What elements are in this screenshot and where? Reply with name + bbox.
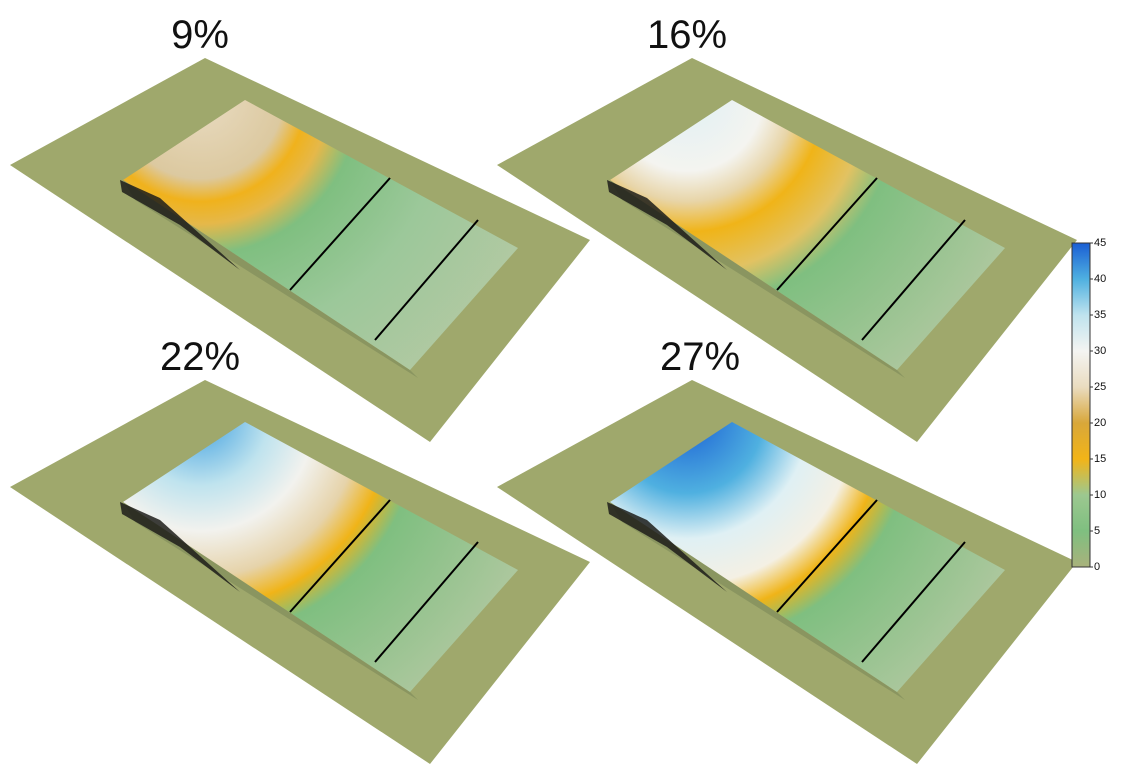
colorbar-tick-label: 30 [1094,345,1106,357]
colorbar-tick-label: 0 [1094,561,1100,573]
slab [610,422,1005,692]
colorbar-tick-label: 25 [1094,381,1106,393]
slab-side [120,180,240,270]
slab-shadow [610,502,905,700]
panel: 16% [497,13,1077,442]
section-line [776,499,878,613]
colorbar-tick-label: 5 [1094,525,1100,537]
panel-title: 27% [660,335,740,379]
colorbar-tick-label: 35 [1094,309,1106,321]
panel-title: 9% [171,13,229,57]
panel: 27% [497,335,1077,764]
slab [123,422,518,692]
section-line [289,177,391,291]
colorbar-tick-label: 45 [1094,237,1106,249]
colorbar-tick-label: 15 [1094,453,1106,465]
slab-side [607,180,727,270]
panel: 22% [10,335,590,764]
slab-side [607,502,727,592]
colorbar [1071,242,1091,568]
slab [610,100,1005,370]
slab [123,100,518,370]
colorbar-tick-label: 10 [1094,489,1106,501]
section-line [861,219,966,341]
section-line [861,541,966,663]
section-line [374,541,479,663]
slab-side [120,502,240,592]
panel-title: 22% [160,335,240,379]
section-line [374,219,479,341]
slab-shadow [123,502,418,700]
slab-shadow [610,180,905,378]
colorbar-tick-label: 40 [1094,273,1106,285]
panel-title: 16% [647,13,727,57]
panel: 9% [10,13,590,442]
section-line [289,499,391,613]
slab-shadow [123,180,418,378]
colorbar-tick-label: 20 [1094,417,1106,429]
section-line [776,177,878,291]
